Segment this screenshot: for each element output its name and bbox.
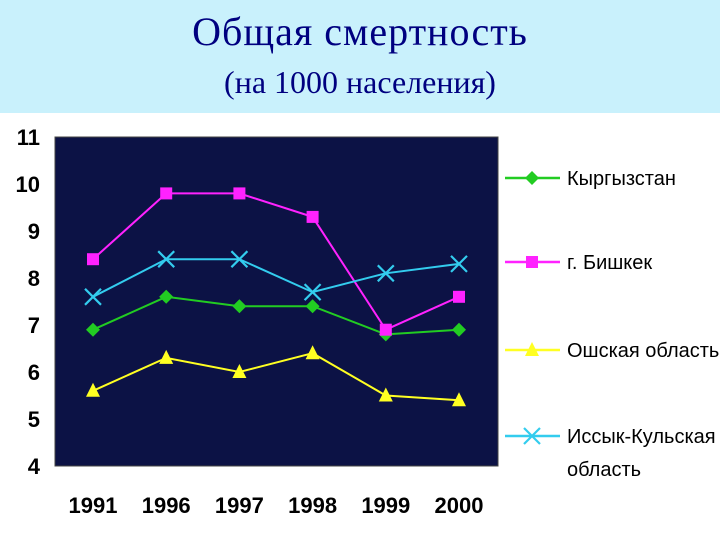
legend-item: Кыргызстан (505, 168, 676, 190)
data-point (232, 364, 247, 378)
x-tick-label: 1997 (215, 493, 264, 518)
legend-marker (525, 171, 539, 185)
data-point (453, 290, 465, 303)
series-3 (86, 345, 466, 407)
data-point (86, 382, 100, 397)
data-point (303, 283, 322, 301)
legend-marker (523, 427, 541, 445)
x-tick-label: 1996 (142, 493, 191, 518)
legend-label: Иссык-Кульская область (567, 426, 716, 481)
y-tick-label: 5 (28, 407, 40, 432)
data-point (306, 210, 319, 223)
data-point (452, 392, 466, 407)
legend-label: г. Бишкек (567, 252, 652, 274)
legend-label: Ошская область (567, 340, 719, 362)
data-point (452, 322, 466, 337)
y-tick-label: 10 (16, 172, 40, 197)
y-tick-label: 11 (17, 125, 40, 150)
series-line (92, 295, 460, 336)
data-point (305, 345, 320, 360)
x-tick-label: 1999 (361, 493, 410, 518)
slide-title: Общая смертность (192, 9, 528, 54)
data-point (450, 255, 468, 273)
slide-subtitle: (на 1000 населения) (224, 64, 496, 100)
x-tick-label: 1998 (288, 493, 337, 518)
data-point (159, 349, 174, 364)
legend-item: г. Бишкек (505, 252, 652, 274)
legend: Кыргызстан г. Бишкек Ошская область Иссык-К… (505, 168, 719, 481)
legend-marker (525, 342, 539, 356)
data-point (305, 299, 320, 314)
data-point (379, 323, 392, 336)
series-line (92, 258, 460, 298)
data-point (160, 187, 173, 200)
data-point (230, 250, 249, 268)
data-point (86, 322, 100, 337)
series-line (92, 352, 460, 402)
title-banner: Общая смертность (на 1000 населения) (0, 0, 720, 113)
y-tick-label: 6 (28, 360, 40, 385)
x-tick-label: 1991 (69, 493, 118, 518)
series-2 (87, 187, 465, 336)
data-point (377, 264, 395, 283)
data-point (84, 288, 102, 306)
data-point (233, 187, 246, 200)
legend-marker (526, 256, 538, 268)
series-line (92, 192, 460, 331)
series-4 (84, 250, 468, 306)
data-point (159, 289, 174, 304)
legend-label: Кыргызстан (567, 168, 676, 190)
data-point (157, 250, 175, 268)
series-layer (84, 187, 468, 407)
y-tick-label: 7 (28, 313, 40, 338)
data-point (232, 299, 247, 314)
y-axis-ticks: 4 5 6 7 8 9 10 11 (16, 125, 41, 479)
data-point (378, 387, 393, 402)
y-tick-label: 9 (28, 219, 40, 244)
plot-area (54, 136, 499, 467)
legend-item: Ошская область (505, 340, 719, 362)
y-tick-label: 8 (28, 266, 40, 291)
legend-item: Иссык-Кульская область (505, 426, 716, 481)
data-point (87, 253, 99, 266)
y-tick-label: 4 (28, 454, 41, 479)
x-tick-label: 2000 (435, 493, 484, 518)
x-axis-ticks: 1991 1996 1997 1998 1999 2000 (69, 493, 484, 518)
